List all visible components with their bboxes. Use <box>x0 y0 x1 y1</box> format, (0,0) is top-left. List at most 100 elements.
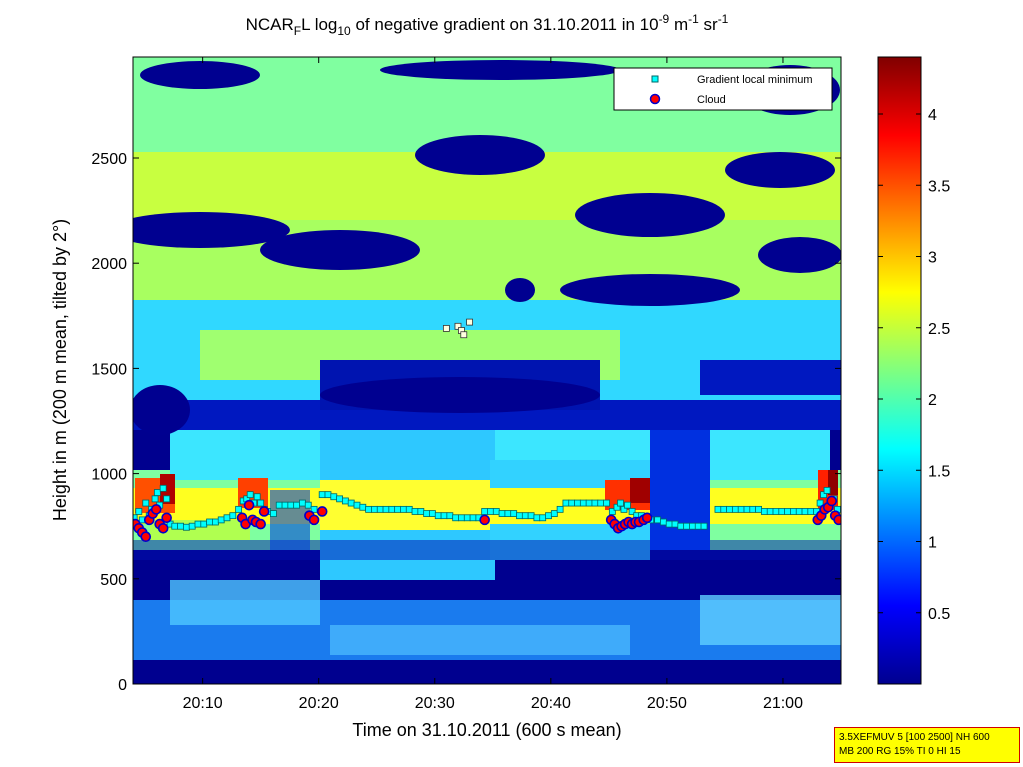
gradient-min-marker <box>223 514 231 522</box>
gradient-min-marker <box>275 501 283 509</box>
gradient-min-marker <box>359 503 367 511</box>
cloud-marker <box>641 512 653 524</box>
gradient-min-marker <box>405 505 413 513</box>
cloud-marker <box>140 531 152 543</box>
gradient-min-marker <box>235 505 243 513</box>
gradient-min-marker <box>772 508 780 515</box>
gradient-min-marker <box>510 510 518 517</box>
gradient-min-marker <box>135 508 143 515</box>
gradient-min-marker <box>516 512 523 520</box>
gradient-min-marker <box>749 505 757 513</box>
x-tick-label: 20:20 <box>299 695 339 712</box>
info-box: 3.5XEFMUV 5 [100 2500] NH 600 MB 200 RG … <box>834 727 1020 763</box>
gradient-min-marker <box>382 505 390 513</box>
colorbar: 0.5 1 1.5 2 2.5 3 3.5 4 <box>877 56 950 685</box>
colorbar-tick-label: 3 <box>928 250 937 267</box>
x-tick-label: 21:00 <box>763 695 803 712</box>
x-tick-label: 20:10 <box>183 695 223 712</box>
gradient-min-marker <box>151 495 159 503</box>
gradient-min-marker <box>376 505 384 513</box>
gradient-min-marker <box>287 501 295 509</box>
gradient-min-marker <box>628 508 636 515</box>
gradient-min-marker <box>388 505 396 513</box>
gradient-min-marker <box>737 505 745 513</box>
cloud-marker <box>316 506 328 517</box>
gradient-min-marker <box>293 501 301 509</box>
info-line: 3.5XEFMUV 5 [100 2500] NH 600 <box>839 732 990 743</box>
colorbar-tick-label: 2.5 <box>928 321 950 338</box>
colorbar-tick-label: 1 <box>928 535 937 552</box>
legend-label: Gradient local minimum <box>697 74 813 86</box>
gradient-min-marker <box>246 491 254 499</box>
gradient-min-marker <box>568 499 576 507</box>
gradient-min-marker <box>498 510 506 517</box>
gradient-min-marker <box>613 503 621 511</box>
cloud-marker <box>161 512 172 524</box>
gradient-min-marker <box>347 499 355 507</box>
x-axis: 20:10 20:20 20:30 20:40 20:50 21:00 <box>183 57 803 712</box>
gradient-min-marker <box>533 514 541 522</box>
gradient-min-marker <box>760 508 768 515</box>
colorbar-tick-label: 0.5 <box>928 606 950 623</box>
heatmap <box>133 57 841 684</box>
y-axis: 0 500 1000 1500 2000 2500 <box>91 151 841 694</box>
x-tick-label: 20:40 <box>531 695 571 712</box>
colorbar-tick-label: 4 <box>928 107 937 124</box>
gradient-min-marker <box>726 505 733 513</box>
gradient-min-marker <box>429 510 436 517</box>
gradient-min-marker <box>463 514 471 522</box>
gradient-min-marker <box>423 510 431 517</box>
x-tick-label: 20:30 <box>415 695 455 712</box>
gradient-min-marker <box>585 499 593 507</box>
gradient-min-marker <box>411 508 419 515</box>
gradient-min-marker <box>660 518 667 526</box>
gradient-min-marker <box>574 499 581 507</box>
gradient-min-marker <box>617 499 624 507</box>
gradient-min-marker <box>171 522 179 530</box>
y-tick-label: 2500 <box>91 151 127 168</box>
colorbar-tick-label: 2 <box>928 392 937 409</box>
gradient-min-marker <box>545 512 552 520</box>
gradient-min-marker <box>521 512 529 520</box>
gradient-min-marker <box>159 484 167 492</box>
gradient-min-marker <box>458 514 465 522</box>
gradient-min-marker <box>603 499 610 507</box>
info-line: MB 200 RG 15% TI 0 HI 15 <box>839 746 961 757</box>
gradient-min-marker <box>820 491 827 499</box>
gradient-min-marker <box>442 325 450 332</box>
gradient-min-marker <box>466 318 473 326</box>
y-tick-label: 0 <box>118 677 127 694</box>
gradient-min-marker <box>492 508 500 515</box>
gradient-min-marker <box>556 505 564 513</box>
gradient-min-marker <box>212 518 219 526</box>
gradient-min-marker <box>700 522 708 530</box>
gradient-min-marker <box>330 493 338 501</box>
colorbar-tick-label: 3.5 <box>928 178 950 195</box>
gradient-min-marker <box>200 520 208 528</box>
gradient-min-marker <box>795 508 803 515</box>
gradient-min-marker <box>434 512 442 520</box>
gradient-min-marker <box>163 495 171 503</box>
gradient-min-marker <box>689 522 696 530</box>
gradient-min-marker <box>281 501 289 509</box>
gradient-min-marker <box>755 505 762 513</box>
gradient-min-marker <box>487 508 494 515</box>
gradient-min-marker <box>188 522 196 530</box>
gradient-min-marker <box>341 497 349 505</box>
gradient-min-marker <box>665 520 673 528</box>
gradient-min-marker <box>801 508 809 515</box>
gradient-min-marker <box>206 518 214 526</box>
x-tick-label: 20:50 <box>647 695 687 712</box>
legend-min-marker <box>651 75 659 83</box>
colorbar-gradient <box>877 56 922 685</box>
gradient-min-marker <box>504 510 512 517</box>
gradient-min-marker <box>620 505 628 513</box>
legend-box <box>613 67 833 111</box>
gradient-min-marker <box>270 510 277 517</box>
colorbar-tick-label: 1.5 <box>928 463 950 480</box>
gradient-min-marker <box>310 505 318 513</box>
gradient-min-marker <box>177 522 184 530</box>
gradient-min-marker <box>394 505 402 513</box>
gradient-min-marker <box>671 520 679 528</box>
gradient-min-marker <box>677 522 685 530</box>
